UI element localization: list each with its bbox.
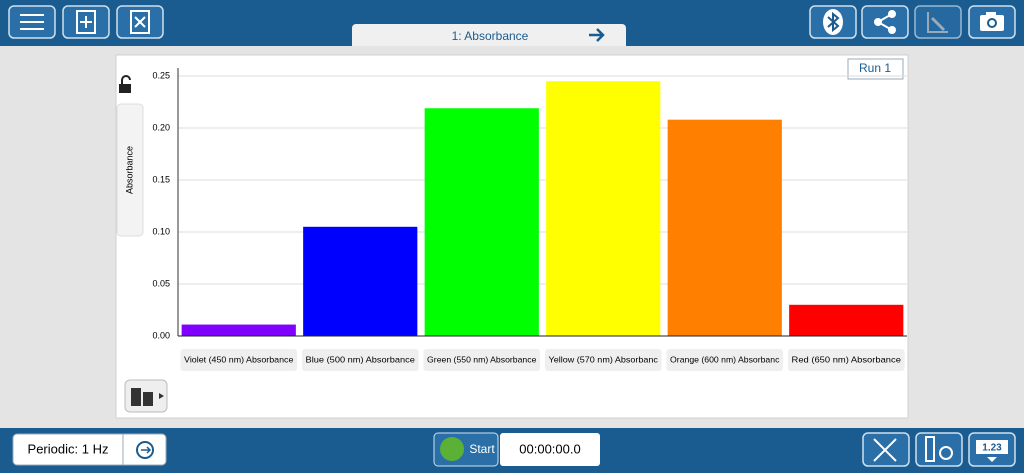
run-box[interactable]: Run 1 [847,58,904,80]
y-tick-label: 0.20 [152,122,170,132]
start-button[interactable]: Start [433,432,499,467]
y-tick-label: 0.25 [152,70,170,80]
x-tick-label: Yellow (570 nm) Absorbanc [549,354,659,364]
sensor-button[interactable] [124,379,168,413]
category-tab [787,349,905,371]
y-tick-label: 0.10 [152,226,170,236]
category-tab [301,349,419,371]
camera-button[interactable] [968,5,1016,39]
tab-title: 1: Absorbance [452,29,529,43]
bar [424,108,539,337]
start-label: Start [469,442,495,456]
bar [789,304,904,336]
run-label: Run 1 [859,61,891,75]
category-tab [180,349,298,371]
bluetooth-button[interactable] [809,5,857,39]
meter-label: 1.23 [982,443,1002,454]
mode-box[interactable]: Periodic: 1 Hz [12,433,167,466]
mode-label: Periodic: 1 Hz [28,441,109,456]
y-tick-label: 0.00 [152,330,170,340]
category-tab [544,349,662,371]
close-button[interactable] [116,5,164,39]
x-tick-label: Green (550 nm) Absorbance [427,354,537,364]
bar [303,226,418,336]
bar [667,119,782,337]
x-tick-label: Violet (450 nm) Absorbance [184,354,294,364]
y-tick-label: 0.15 [152,174,170,184]
annotate-button[interactable] [914,5,962,39]
bar [181,324,296,336]
menu-button[interactable] [8,5,56,39]
tools-button[interactable] [862,432,910,467]
category-tab [666,349,784,371]
x-tick-label: Blue (500 nm) Absorbance [306,354,416,364]
new-button[interactable] [62,5,110,39]
x-tick-label: Orange (600 nm) Absorbanc [670,354,780,364]
x-tick-label: Red (650 nm) Absorbance [792,354,902,364]
lock-icon[interactable] [119,75,131,93]
timer: 00:00:00.0 [519,441,580,456]
sensor-settings-button[interactable] [915,432,963,467]
y-label-tab[interactable] [116,103,144,237]
y-tick-label: 0.05 [152,278,170,288]
category-tab [423,349,541,371]
share-button[interactable] [861,5,909,39]
page-tab[interactable]: 1: Absorbance [352,24,626,46]
y-axis-label: Absorbance [124,146,134,194]
bar [546,81,661,336]
meter-button[interactable]: 1.23 [968,432,1016,467]
timer-box [500,433,600,466]
